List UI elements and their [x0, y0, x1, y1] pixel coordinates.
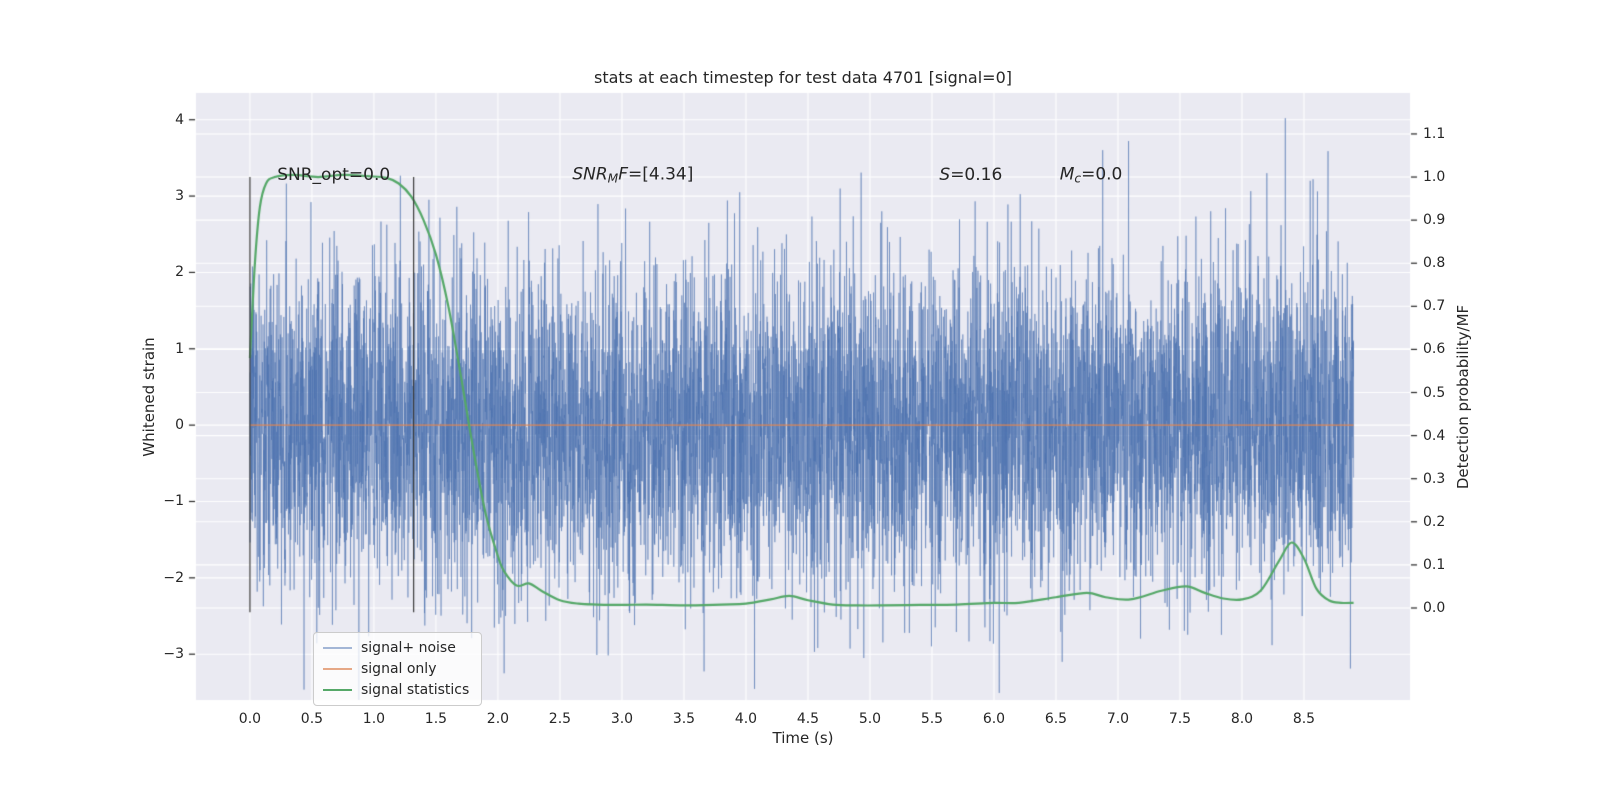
annotation-segment: c — [1074, 171, 1082, 186]
right-tick-label: 0.1 — [1423, 556, 1446, 573]
x-axis-label: Time (s) — [772, 729, 834, 747]
legend-label: signal only — [361, 661, 437, 677]
annotation-segment: F — [618, 163, 629, 184]
right-tick-label: 0.3 — [1423, 470, 1446, 487]
x-tick-label: 8.0 — [1230, 711, 1254, 727]
right-tick-label: 0.5 — [1423, 384, 1446, 401]
legend-item: signal+ noise — [323, 640, 469, 656]
right-tick-label: 0.6 — [1423, 341, 1446, 358]
annotation: Mc=0.0 — [1060, 164, 1123, 185]
annotation-segment: SNR — [572, 163, 608, 184]
legend: signal+ noise signal only signal statistic… — [313, 632, 483, 706]
legend-label: signal statistics — [361, 682, 470, 698]
right-tick-label: 0.8 — [1423, 255, 1446, 272]
right-tick-label: 1.0 — [1423, 169, 1446, 186]
legend-label: signal+ noise — [361, 640, 456, 656]
left-tick-label: 4 — [175, 111, 184, 128]
annotation: SNR_opt=0.0 — [277, 165, 390, 185]
x-tick-label: 6.0 — [982, 711, 1006, 727]
x-tick-label: 5.5 — [920, 711, 944, 727]
left-tick-label: 3 — [175, 188, 184, 205]
left-tick-label: 2 — [175, 264, 184, 281]
left-tick-label: −3 — [163, 646, 184, 663]
x-tick-label: 7.5 — [1168, 711, 1192, 727]
annotation-segment: S — [939, 164, 951, 185]
right-tick-label: 0.0 — [1423, 599, 1446, 616]
annotation: S=0.16 — [939, 165, 1002, 185]
annotation-segment: =0.0 — [1081, 163, 1123, 184]
right-tick-label: 1.1 — [1423, 125, 1446, 142]
left-axis-label: Whitened strain — [140, 337, 158, 457]
x-tick-label: 1.5 — [424, 711, 448, 727]
x-tick-label: 6.5 — [1044, 711, 1068, 727]
x-tick-label: 5.0 — [858, 711, 882, 727]
annotation-segment: =[4.34] — [628, 163, 694, 184]
right-tick-label: 0.9 — [1423, 212, 1446, 229]
x-tick-label: 3.0 — [610, 711, 634, 727]
left-tick-label: 1 — [175, 340, 184, 357]
annotation-segment: =0.16 — [950, 164, 1003, 185]
x-tick-label: 2.5 — [548, 711, 572, 727]
left-tick-label: 0 — [175, 417, 184, 434]
x-tick-label: 4.0 — [734, 711, 758, 727]
legend-swatch-line — [323, 689, 352, 691]
right-tick-label: 0.2 — [1423, 513, 1446, 530]
annotation-segment: SNR_opt=0.0 — [277, 164, 391, 185]
x-tick-label: 4.5 — [796, 711, 820, 727]
right-axis-label: Detection probability/MF — [1454, 304, 1472, 490]
legend-item: signal only — [323, 661, 469, 677]
legend-swatch-line — [323, 668, 352, 670]
legend-swatch-line — [323, 647, 352, 649]
x-tick-label: 3.5 — [672, 711, 696, 727]
x-tick-label: 1.0 — [362, 711, 386, 727]
right-tick-label: 0.4 — [1423, 427, 1446, 444]
chart-title: stats at each timestep for test data 470… — [593, 68, 1013, 87]
x-tick-label: 0.5 — [300, 711, 324, 727]
annotation: SNRMF=[4.34] — [572, 164, 693, 185]
x-tick-label: 0.0 — [238, 711, 262, 727]
x-tick-label: 8.5 — [1292, 711, 1316, 727]
legend-item: signal statistics — [323, 682, 469, 698]
x-tick-label: 7.0 — [1106, 711, 1130, 727]
x-tick-label: 2.0 — [486, 711, 510, 727]
left-tick-label: −2 — [163, 569, 184, 586]
left-tick-label: −1 — [163, 493, 184, 510]
right-tick-label: 0.7 — [1423, 298, 1446, 315]
annotation-segment: M — [607, 171, 619, 186]
annotation-segment: M — [1059, 163, 1075, 184]
